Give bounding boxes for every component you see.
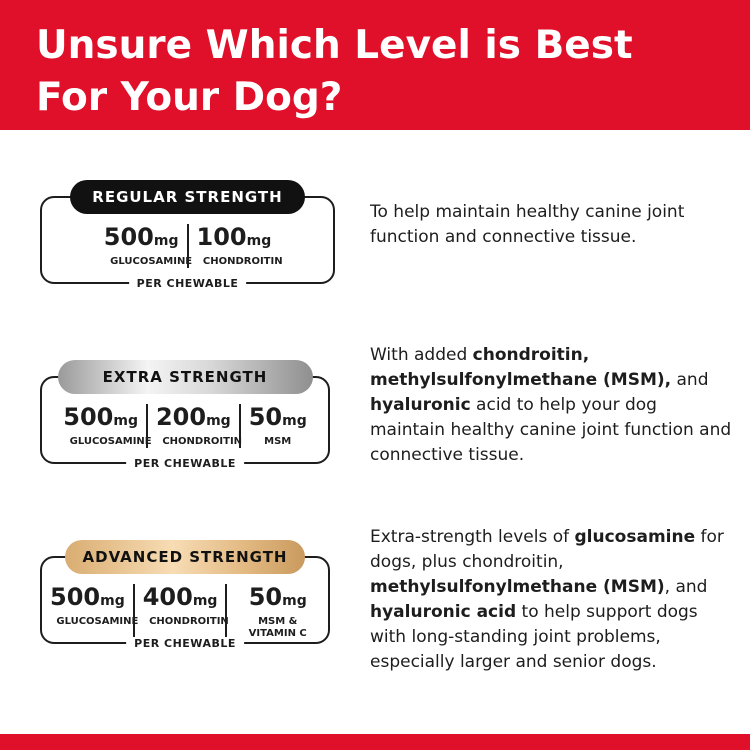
- nutrient-name: CHONDROITIN: [202, 256, 283, 267]
- description-text: to help support dogs with long-standing …: [370, 602, 698, 672]
- description-text: acid to help your dog maintain healthy c…: [370, 395, 732, 465]
- nutrient-name: GLUCOSAMINE: [110, 256, 193, 267]
- description-text: With added: [370, 345, 473, 365]
- nutrient: 50mg MSM: [238, 404, 315, 448]
- unit: mg: [282, 413, 307, 429]
- footer-strip: [0, 734, 750, 750]
- description-text: , and: [664, 577, 708, 597]
- amount-line: 200mg: [156, 404, 231, 434]
- amount: 400: [142, 583, 193, 611]
- nutrient-name: MSM & VITAMIN C: [248, 616, 307, 639]
- amount-line: 50mg: [235, 584, 320, 614]
- description-text: To help maintain healthy canine joint fu…: [370, 202, 685, 247]
- amount: 50: [248, 403, 283, 431]
- nutrient: 400mg CHONDROITIN: [132, 584, 229, 640]
- unit: mg: [113, 413, 138, 429]
- amount: 500: [63, 403, 114, 431]
- badge: REGULAR STRENGTH: [70, 180, 305, 214]
- nutrient-name: CHONDROITIN: [149, 616, 229, 627]
- tier: ADVANCED STRENGTH 500mg GLUCOSAMINE 400mg CH…: [40, 540, 330, 650]
- description-text: glucosamine: [574, 527, 696, 547]
- nutrients: 500mg GLUCOSAMINE 400mg CHONDROITIN 50mg MSM …: [42, 584, 328, 640]
- nutrient: 500mg GLUCOSAMINE: [55, 404, 152, 448]
- unit: mg: [153, 233, 179, 249]
- nutrient-name: GLUCOSAMINE: [69, 436, 152, 447]
- description: With added chondroitin, methylsulfonylme…: [370, 343, 735, 468]
- amount-line: 400mg: [143, 584, 218, 614]
- unit: mg: [282, 593, 307, 609]
- nutrient: 500mg GLUCOSAMINE: [96, 224, 193, 268]
- nutrient-name: MSM: [264, 436, 292, 447]
- nutrients: 500mg GLUCOSAMINE 100mg CHONDROITIN: [42, 224, 333, 268]
- amount: 200: [155, 403, 207, 431]
- description-text: methylsulfonylmethane (MSM): [370, 577, 665, 597]
- description-text: and: [671, 370, 709, 390]
- per-chewable: PER CHEWABLE: [126, 637, 244, 650]
- description-text: chondroitin, methylsulfonylmethane (MSM)…: [370, 345, 672, 390]
- tier: REGULAR STRENGTH 500mg GLUCOSAMINE 100mg CHO…: [40, 180, 335, 290]
- unit: mg: [246, 233, 272, 249]
- nutrient: 200mg CHONDROITIN: [145, 404, 243, 448]
- per-chewable: PER CHEWABLE: [128, 277, 247, 290]
- nutrient-name: CHONDROITIN: [162, 436, 243, 447]
- title: Unsure Which Level is Best For Your Dog?: [36, 23, 633, 120]
- tier-box: 500mg GLUCOSAMINE 400mg CHONDROITIN 50mg MSM …: [40, 556, 330, 650]
- description-text: hyaluronic: [370, 395, 471, 415]
- nutrient-name: GLUCOSAMINE: [56, 616, 139, 627]
- description-text: hyaluronic acid: [370, 602, 517, 622]
- badge: EXTRA STRENGTH: [57, 360, 313, 394]
- description: To help maintain healthy canine joint fu…: [370, 200, 735, 250]
- unit: mg: [192, 593, 218, 609]
- amount-line: 50mg: [249, 404, 307, 434]
- amount-line: 100mg: [197, 224, 272, 254]
- nutrient: 100mg CHONDROITIN: [186, 224, 283, 268]
- amount-line: 500mg: [104, 224, 179, 254]
- amount-line: 500mg: [50, 584, 125, 614]
- header: Unsure Which Level is Best For Your Dog?: [0, 0, 750, 130]
- unit: mg: [100, 593, 125, 609]
- per-chewable: PER CHEWABLE: [126, 457, 244, 470]
- nutrients: 500mg GLUCOSAMINE 200mg CHONDROITIN 50mg MSM: [42, 404, 328, 448]
- nutrient: 50mg MSM & VITAMIN C: [225, 584, 328, 640]
- description-text: Extra-strength levels of: [370, 527, 575, 547]
- amount-line: 500mg: [63, 404, 138, 434]
- badge: ADVANCED STRENGTH: [65, 540, 305, 574]
- description: Extra-strength levels of glucosamine for…: [370, 525, 735, 675]
- amount: 100: [196, 223, 247, 251]
- unit: mg: [206, 413, 231, 429]
- description-text: for dogs, plus chondroitin,: [370, 527, 724, 572]
- amount: 50: [248, 583, 283, 611]
- amount: 500: [50, 583, 101, 611]
- nutrient: 500mg GLUCOSAMINE: [42, 584, 139, 640]
- tier-box: 500mg GLUCOSAMINE 200mg CHONDROITIN 50mg MSM P…: [40, 376, 330, 470]
- tier: EXTRA STRENGTH 500mg GLUCOSAMINE 200mg CHOND…: [40, 360, 330, 470]
- amount: 500: [103, 223, 154, 251]
- tier-box: 500mg GLUCOSAMINE 100mg CHONDROITIN PER CHEW…: [40, 196, 335, 290]
